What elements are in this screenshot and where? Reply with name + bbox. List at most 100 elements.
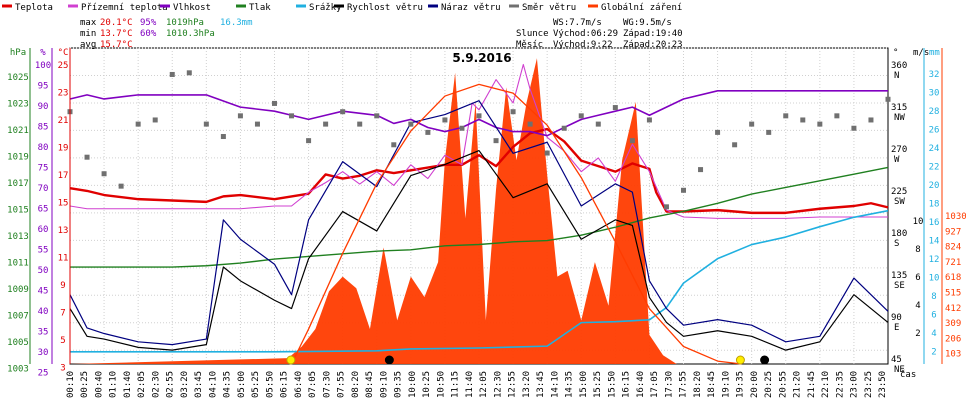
time-tick: 15:25 (593, 371, 603, 398)
mm-tick: 18 (929, 200, 940, 210)
wind-direction-point (715, 129, 721, 135)
direction-tick: 180 (891, 229, 907, 239)
series-line-1 (69, 63, 888, 219)
wind-direction-point (698, 167, 704, 173)
time-tick: 07:30 (322, 371, 332, 398)
time-tick: 04:10 (208, 371, 218, 398)
radiation-tick: 515 (945, 289, 961, 299)
ms-tick: 2 (915, 329, 920, 339)
radiation-tick: 824 (945, 243, 961, 253)
humidity-axis-tick: 85 (38, 123, 49, 133)
time-tick: 18:45 (707, 371, 717, 398)
temp-axis-tick: 3 (60, 364, 65, 374)
mm-tick: 14 (929, 237, 940, 247)
mm-tick: 32 (929, 70, 940, 80)
time-tick: 00:25 (80, 371, 90, 398)
time-tick: 13:45 (536, 371, 546, 398)
ms-tick: 6 (915, 273, 920, 283)
temp-axis-tick: 5 (60, 336, 65, 346)
hpa-axis-unit: hPa (10, 48, 26, 58)
temp-axis-unit: °C (58, 48, 69, 58)
temp-axis-tick: 9 (60, 281, 65, 291)
time-tick: 12:55 (508, 371, 518, 398)
hpa-axis-tick: 1021 (7, 126, 29, 136)
direction-tick: 360 (891, 61, 907, 71)
time-tick: 10:25 (422, 371, 432, 398)
humidity-axis-tick: 70 (38, 184, 49, 194)
series-line-6 (69, 100, 889, 346)
radiation-tick: 206 (945, 334, 961, 344)
time-tick: 18:20 (693, 371, 703, 398)
direction-tick: 270 (891, 145, 907, 155)
wind-direction-point (323, 121, 329, 127)
humidity-axis-tick: 50 (38, 266, 49, 276)
mm-tick: 30 (929, 89, 940, 99)
time-tick: 05:00 (237, 371, 247, 398)
direction-tick-name: W (894, 155, 900, 165)
time-tick: 04:35 (223, 371, 233, 398)
stats-value: 1019hPa (166, 18, 204, 28)
time-tick: 16:15 (622, 371, 632, 398)
legend-label: Vlhkost (173, 3, 211, 13)
temp-axis-tick: 21 (58, 116, 69, 126)
mm-tick: 28 (929, 107, 940, 117)
humidity-axis-tick: 40 (38, 307, 49, 317)
legend-label: Rychlost větru (347, 3, 423, 13)
time-tick: 22:10 (821, 371, 831, 398)
series-line-9 (290, 83, 742, 365)
direction-tick-name: N (894, 71, 899, 81)
wind-direction-point (868, 117, 874, 123)
mm-tick: 26 (929, 126, 940, 136)
time-tick: 15:50 (607, 371, 617, 398)
time-tick: 14:10 (550, 371, 560, 398)
moonrise-marker (384, 355, 394, 365)
time-tick: 01:40 (123, 371, 133, 398)
stats-value: 1010.3hPa (166, 29, 215, 39)
time-tick: 23:25 (864, 371, 874, 398)
wind-direction-point (152, 117, 158, 123)
mm-tick: 8 (931, 292, 936, 302)
humidity-axis-unit: % (40, 48, 46, 58)
temp-axis-tick: 17 (58, 171, 69, 181)
stats-value: 95% (140, 18, 157, 28)
legend-label: Teplota (15, 3, 53, 13)
time-tick: 08:45 (365, 371, 375, 398)
time-tick: 00:10 (66, 371, 76, 398)
time-tick: 22:35 (835, 371, 845, 398)
stats-value: 20.1°C (100, 18, 133, 28)
time-tick: 03:45 (194, 371, 204, 398)
mm-tick: 4 (931, 329, 936, 339)
time-tick: 17:55 (679, 371, 689, 398)
radiation-tick: 412 (945, 304, 961, 314)
humidity-axis-tick: 25 (38, 369, 49, 379)
stats-value: avg (80, 40, 96, 50)
mm-tick: 16 (929, 218, 940, 228)
wind-direction-point (135, 121, 141, 127)
sun-label: Slunce (516, 29, 549, 39)
time-tick: 12:05 (479, 371, 489, 398)
series-line-2 (69, 90, 888, 137)
wind-direction-point (885, 96, 891, 102)
hpa-axis-tick: 1005 (7, 338, 29, 348)
hpa-axis-tick: 1025 (7, 73, 29, 83)
wind-direction-point (391, 142, 397, 148)
humidity-axis-tick: 80 (38, 143, 49, 153)
wind-direction-point (374, 113, 380, 119)
time-tick: 19:35 (736, 371, 746, 398)
time-tick: 09:10 (379, 371, 389, 398)
stats-value: max (80, 18, 97, 28)
direction-tick: 225 (891, 187, 907, 197)
moonset-value: Západ:20:23 (623, 40, 683, 50)
time-tick: 10:50 (436, 371, 446, 398)
wind-direction-point (493, 138, 499, 144)
wind-direction-point (220, 134, 226, 140)
wind-direction-point (663, 204, 669, 210)
series-line-5 (69, 149, 889, 351)
humidity-axis-tick: 95 (38, 82, 49, 92)
temp-axis-tick: 13 (58, 226, 69, 236)
wind-direction-point (646, 117, 652, 123)
humidity-axis-tick: 45 (38, 287, 49, 297)
hpa-axis-tick: 1017 (7, 179, 29, 189)
wind-direction-point (817, 121, 823, 127)
time-tick: 13:20 (522, 371, 532, 398)
